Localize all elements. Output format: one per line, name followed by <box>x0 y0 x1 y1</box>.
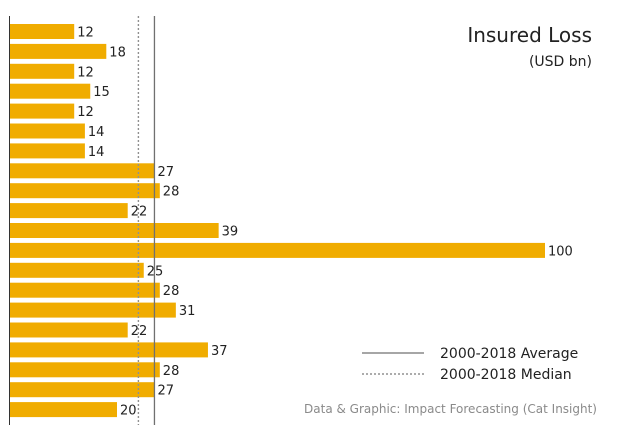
chart-subtitle: (USD bn) <box>529 54 592 70</box>
bar-value-label: 20 <box>120 404 137 419</box>
bar <box>10 362 160 378</box>
value-labels-layer: 12 18 12 15 12 14 14 27 28 22 39 100 25 28 31 22 37 28 27 2… <box>77 26 573 419</box>
bar <box>10 163 155 179</box>
bar <box>10 83 91 99</box>
bar <box>10 242 545 258</box>
bars-layer <box>10 24 545 418</box>
bar <box>10 402 117 418</box>
bar-value-label: 39 <box>222 225 239 240</box>
bar-value-label: 18 <box>109 45 126 60</box>
bar <box>10 183 160 199</box>
legend-median-label: 2000-2018 Median <box>440 367 572 383</box>
legend-average-label: 2000-2018 Average <box>440 346 578 362</box>
chart-title: Insured Loss <box>467 23 592 47</box>
bar <box>10 103 75 119</box>
source-note: Data & Graphic: Impact Forecasting (Cat … <box>304 402 597 416</box>
bar-value-label: 12 <box>77 105 94 120</box>
bar <box>10 24 75 39</box>
bar <box>10 143 85 159</box>
bar-value-label: 27 <box>157 165 174 180</box>
bar <box>10 342 208 358</box>
legend: 2000-2018 Average 2000-2018 Median <box>362 346 578 383</box>
bar-value-label: 14 <box>88 125 105 140</box>
bar-value-label: 27 <box>157 384 174 399</box>
bar-value-label: 100 <box>548 244 573 259</box>
bar-value-label: 15 <box>93 85 110 100</box>
bar-value-label: 22 <box>131 205 148 220</box>
bar-value-label: 12 <box>77 26 94 41</box>
bar <box>10 223 219 238</box>
bar-value-label: 22 <box>131 324 148 339</box>
bar <box>10 123 85 139</box>
bar-value-label: 31 <box>179 304 196 319</box>
bar-value-label: 25 <box>147 264 164 279</box>
bar <box>10 262 144 278</box>
bar-value-label: 12 <box>77 65 94 80</box>
bar <box>10 43 107 59</box>
bar <box>10 382 155 398</box>
bar <box>10 63 75 79</box>
bar-value-label: 28 <box>163 284 180 299</box>
bar <box>10 203 128 219</box>
bar <box>10 282 160 298</box>
bar-value-label: 28 <box>163 185 180 200</box>
bar-value-label: 14 <box>88 145 105 160</box>
bar-value-label: 37 <box>211 344 228 359</box>
bar-value-label: 28 <box>163 364 180 379</box>
bar <box>10 302 176 318</box>
bar <box>10 322 128 338</box>
